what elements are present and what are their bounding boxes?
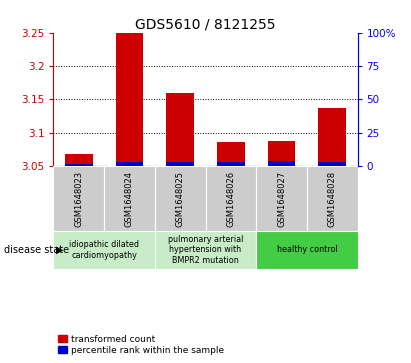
Bar (155, 166, 206, 231)
Text: GSM1648025: GSM1648025 (175, 171, 185, 227)
Text: GSM1648026: GSM1648026 (226, 171, 236, 227)
Text: ▶: ▶ (55, 245, 63, 255)
Text: idiopathic dilated
cardiomyopathy: idiopathic dilated cardiomyopathy (69, 240, 139, 260)
Bar (166, 93, 194, 166)
Bar (53, 231, 155, 269)
Text: GSM1648028: GSM1648028 (328, 171, 337, 227)
Text: disease state: disease state (4, 245, 69, 255)
Text: pulmonary arterial
hypertension with
BMPR2 mutation: pulmonary arterial hypertension with BMP… (168, 235, 243, 265)
Bar (166, 162, 194, 166)
Bar (268, 161, 296, 166)
Bar (268, 141, 296, 166)
Bar (155, 231, 256, 269)
Bar (104, 166, 155, 231)
Bar (206, 166, 256, 231)
Bar (53, 166, 104, 231)
Bar (65, 154, 93, 166)
Bar (256, 231, 358, 269)
Bar (318, 162, 346, 166)
Bar (256, 166, 307, 231)
Bar (307, 166, 358, 231)
Text: GSM1648023: GSM1648023 (74, 171, 83, 227)
Bar (65, 164, 93, 166)
Text: GSM1648027: GSM1648027 (277, 171, 286, 227)
Bar (115, 0, 143, 166)
Bar (115, 162, 143, 166)
Legend: transformed count, percentile rank within the sample: transformed count, percentile rank withi… (58, 335, 224, 355)
Bar (217, 162, 245, 166)
Text: healthy control: healthy control (277, 245, 337, 254)
Text: GSM1648024: GSM1648024 (125, 171, 134, 227)
Bar (318, 107, 346, 166)
Bar (217, 142, 245, 166)
Title: GDS5610 / 8121255: GDS5610 / 8121255 (135, 17, 276, 32)
